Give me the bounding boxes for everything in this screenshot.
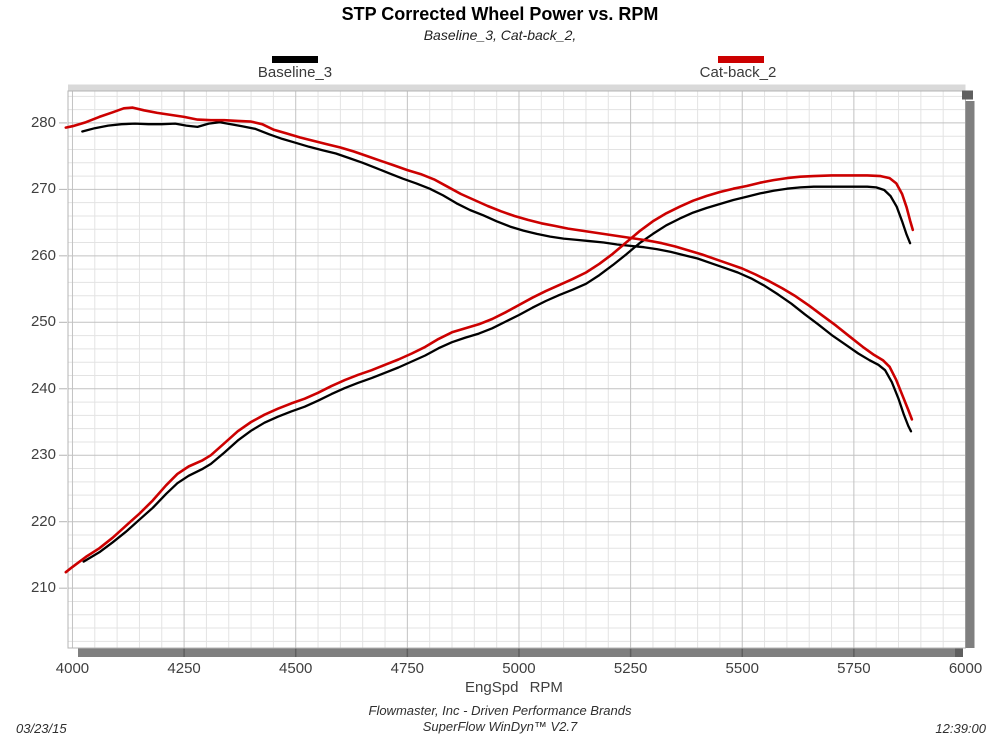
x-tick-label-5250: 5250 (613, 660, 648, 677)
footer-time: 12:39:00 (935, 721, 986, 736)
legend-swatch-catback (718, 56, 764, 63)
x-tick-label-4750: 4750 (390, 660, 425, 677)
footer-company: Flowmaster, Inc - Driven Performance Bra… (368, 703, 632, 718)
y-tick-label-250: 250 (30, 313, 56, 331)
series-line-baseline-3-torque-descending (81, 121, 913, 433)
x-axis-title: EngSpd RPM (465, 679, 563, 696)
x-tick-label-5750: 5750 (837, 660, 871, 677)
y-tick-label-260: 260 (30, 246, 56, 264)
x-tick-label-4500: 4500 (279, 660, 313, 677)
chart-subtitle: Baseline_3, Cat-back_2, (423, 27, 577, 43)
x-tick-label-4250: 4250 (167, 660, 201, 677)
hscroll-thumb[interactable] (78, 648, 963, 658)
y-tick-label-270: 270 (30, 180, 56, 198)
top-range-bar-track (68, 84, 966, 91)
gridlines-minor (68, 91, 966, 648)
horizontal-scrollbar[interactable] (78, 648, 963, 658)
series-line-cat-back-2-torque-descending (64, 106, 914, 421)
y-tick-label-210: 210 (30, 579, 56, 597)
y-tick-label-220: 220 (30, 512, 56, 530)
chart-title: STP Corrected Wheel Power vs. RPM (341, 4, 659, 24)
footer-date: 03/23/15 (16, 721, 67, 736)
series-line-baseline-3-power-ascending (82, 185, 912, 563)
y-tick-label-230: 230 (30, 446, 56, 464)
legend-swatch-baseline (272, 56, 318, 63)
vscroll-thumb[interactable] (965, 101, 975, 648)
legend-label-catback: Cat-back_2 (699, 64, 777, 81)
x-tick-label-5000: 5000 (502, 660, 536, 677)
x-tick-label-5500: 5500 (725, 660, 759, 677)
series-line-cat-back-2-power-ascending (64, 174, 915, 574)
footer-software: SuperFlow WinDyn™ V2.7 (422, 719, 578, 734)
vscroll-top-cap[interactable] (962, 90, 973, 100)
data-curves (64, 106, 915, 574)
y-tick-label-240: 240 (30, 379, 56, 397)
y-axis-tick-marks (59, 122, 67, 589)
gridlines-major (68, 91, 966, 648)
x-tick-label-6000: 6000 (948, 660, 983, 677)
vertical-scrollbar[interactable] (962, 90, 975, 649)
x-tick-label-4000: 4000 (55, 660, 90, 677)
legend-label-baseline: Baseline_3 (257, 64, 333, 81)
y-tick-label-280: 280 (30, 113, 56, 131)
top-range-bar (68, 84, 966, 91)
hscroll-end-cap[interactable] (955, 648, 963, 658)
